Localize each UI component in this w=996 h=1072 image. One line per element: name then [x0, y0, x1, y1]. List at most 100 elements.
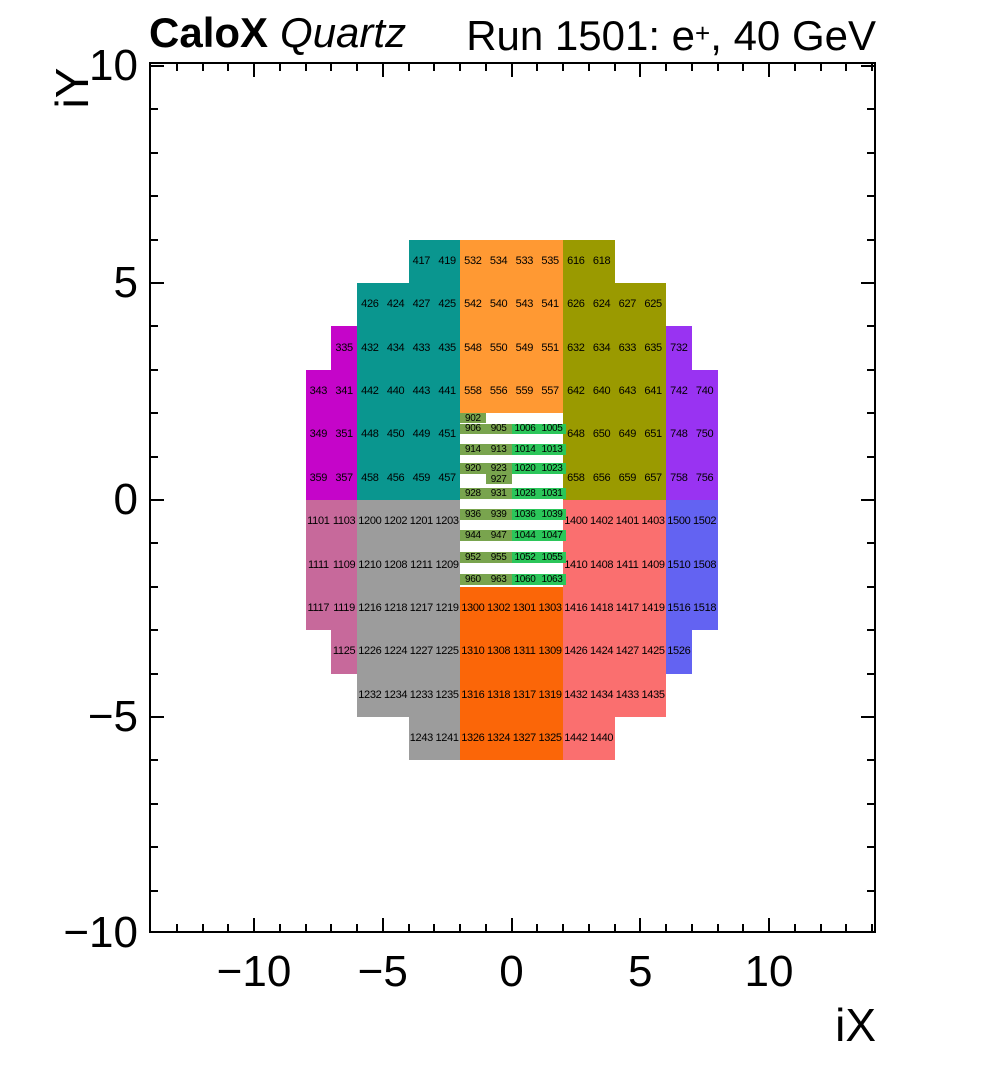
channel-block: [408, 239, 460, 283]
axis-tick: [227, 64, 230, 71]
axis-tick: [793, 924, 796, 931]
channel-block: [460, 283, 563, 327]
axis-tick: [867, 629, 874, 632]
channel-block: [485, 474, 512, 485]
channel-number: 1419: [641, 602, 665, 614]
axis-tick: [151, 368, 158, 371]
channel-number: 1502: [692, 515, 717, 528]
channel-number: 1432: [564, 688, 588, 701]
axis-tick: [587, 64, 590, 71]
channel-block: [563, 456, 666, 500]
channel-number: 750: [695, 428, 714, 441]
channel-block: [408, 717, 460, 761]
axis-tick: [484, 924, 487, 931]
channel-block: [460, 717, 563, 761]
channel-number: 1103: [332, 515, 356, 528]
channel-number: 442: [361, 385, 379, 397]
channel-number: 657: [644, 471, 662, 484]
axis-tick: [867, 151, 874, 154]
channel-block: [460, 509, 512, 520]
axis-tick: [587, 924, 590, 931]
axis-tick: [867, 108, 874, 111]
channel-number: 1417: [615, 602, 640, 614]
channel-number: 640: [592, 385, 611, 397]
axis-tick: [867, 889, 874, 892]
channel-number: 928: [464, 488, 481, 500]
channel-block: [563, 630, 666, 674]
axis-tick: [151, 499, 164, 501]
channel-number: 535: [541, 254, 559, 267]
channel-number: 1201: [409, 515, 434, 528]
channel-number: 906: [464, 423, 481, 435]
channel-number: 1119: [333, 602, 355, 614]
axis-tick: [867, 542, 874, 545]
axis-tick: [861, 65, 874, 67]
channel-block: [305, 456, 357, 500]
axis-tick: [381, 918, 384, 931]
channel-number: 1216: [358, 602, 382, 614]
channel-number: 1300: [461, 602, 485, 614]
axis-tick: [151, 585, 158, 588]
channel-number: 540: [489, 298, 508, 311]
channel-number: 1219: [435, 602, 459, 614]
channel-block: [460, 586, 563, 631]
channel-number: 1006: [514, 423, 536, 435]
channel-block: [563, 283, 666, 327]
channel-number: 1101: [307, 515, 330, 528]
axis-tick: [768, 64, 770, 77]
channel-block: [666, 456, 718, 500]
channel-block: [460, 369, 563, 414]
channel-number: 433: [412, 341, 431, 354]
channel-number: 419: [438, 254, 456, 267]
experiment-name: CaloX: [149, 9, 269, 56]
channel-block: [563, 673, 666, 717]
axis-tick: [433, 64, 436, 71]
axis-tick: [433, 924, 436, 931]
channel-block: [357, 369, 460, 414]
channel-block: [666, 586, 718, 631]
channel-block: [460, 529, 512, 541]
channel-number: 543: [515, 298, 534, 311]
channel-number: 559: [515, 385, 534, 397]
channel-number: 1209: [435, 558, 459, 571]
channel-number: 440: [386, 385, 405, 397]
channel-number: 435: [438, 341, 456, 354]
channel-number: 1047: [541, 529, 563, 541]
channel-number: 748: [670, 428, 688, 441]
channel-number: 1200: [358, 515, 382, 528]
channel-number: 532: [464, 254, 482, 267]
channel-number: 1217: [409, 602, 434, 614]
channel-number: 931: [490, 488, 507, 500]
channel-block: [563, 326, 666, 370]
channel-number: 1014: [514, 443, 536, 455]
axis-tick: [819, 64, 822, 71]
channel-number: 947: [490, 529, 507, 541]
channel-number: 642: [567, 385, 585, 397]
axis-tick: [716, 924, 719, 931]
channel-number: 1508: [692, 558, 717, 571]
axis-tick: [867, 412, 874, 415]
channel-number: 927: [490, 473, 507, 485]
axis-tick: [867, 759, 874, 762]
channel-number: 936: [464, 509, 481, 521]
channel-number: 1303: [538, 602, 562, 614]
channel-number: 1433: [615, 688, 640, 701]
axis-tick: [665, 64, 667, 71]
channel-block: [666, 630, 692, 674]
channel-number: 458: [361, 471, 379, 484]
channel-number: 434: [386, 341, 405, 354]
channel-number: 920: [464, 462, 481, 474]
plot-title-left: CaloX Quartz: [149, 10, 406, 56]
channel-number: 1400: [564, 515, 588, 528]
axis-tick: [459, 924, 461, 931]
axis-tick: [690, 64, 693, 71]
channel-block: [305, 369, 357, 414]
channel-block: [666, 500, 718, 544]
channel-number: 542: [464, 298, 482, 311]
channel-number: 1410: [564, 558, 588, 571]
channel-block: [460, 551, 512, 563]
axis-tick: [151, 238, 158, 241]
axis-tick: [304, 924, 307, 931]
channel-block: [563, 543, 666, 587]
